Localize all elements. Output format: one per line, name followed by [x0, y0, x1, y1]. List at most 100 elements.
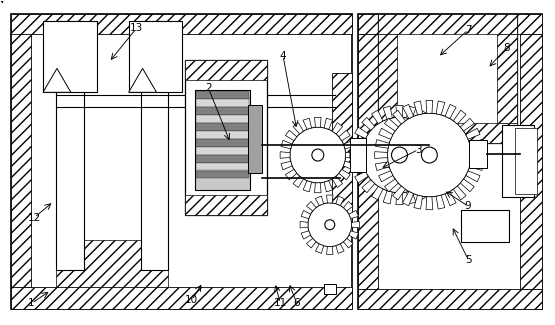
Polygon shape	[453, 186, 466, 200]
Polygon shape	[371, 110, 383, 124]
Bar	[196, 155, 249, 162]
Polygon shape	[431, 127, 444, 138]
Circle shape	[421, 147, 437, 163]
Polygon shape	[346, 152, 356, 158]
Bar	[56, 240, 169, 288]
Text: 5: 5	[465, 254, 471, 265]
Polygon shape	[349, 210, 359, 219]
Polygon shape	[350, 151, 362, 159]
Polygon shape	[414, 101, 422, 115]
Polygon shape	[396, 193, 403, 205]
Polygon shape	[371, 186, 383, 200]
Polygon shape	[300, 222, 308, 228]
Polygon shape	[351, 139, 364, 148]
Bar	[461, 210, 509, 242]
Polygon shape	[424, 180, 437, 193]
Polygon shape	[344, 202, 353, 211]
Polygon shape	[466, 171, 480, 182]
Circle shape	[387, 113, 471, 197]
Bar	[469, 140, 487, 168]
Polygon shape	[362, 117, 375, 130]
Polygon shape	[416, 186, 427, 200]
Polygon shape	[424, 117, 437, 130]
Bar	[248, 105, 262, 173]
Polygon shape	[355, 172, 368, 183]
Bar	[357, 14, 542, 309]
Polygon shape	[402, 191, 413, 206]
Polygon shape	[326, 246, 333, 254]
Text: 7: 7	[465, 25, 471, 35]
Polygon shape	[431, 172, 444, 183]
Bar	[56, 20, 84, 269]
Bar	[515, 128, 537, 194]
Bar	[185, 195, 267, 215]
Text: 8: 8	[503, 43, 510, 53]
Text: 11: 11	[274, 298, 287, 308]
Polygon shape	[351, 162, 364, 171]
Bar	[520, 33, 542, 290]
Polygon shape	[426, 197, 433, 210]
Polygon shape	[301, 231, 311, 239]
Polygon shape	[339, 169, 350, 180]
Text: 13: 13	[130, 23, 143, 33]
Bar	[196, 131, 249, 138]
Polygon shape	[332, 123, 342, 134]
Polygon shape	[281, 161, 292, 170]
Polygon shape	[43, 68, 71, 92]
Text: 12: 12	[28, 213, 41, 223]
Bar	[357, 14, 542, 33]
Text: 4: 4	[280, 51, 286, 61]
Bar	[11, 14, 31, 288]
Polygon shape	[383, 106, 392, 119]
Polygon shape	[293, 176, 304, 188]
Polygon shape	[344, 239, 353, 248]
Polygon shape	[306, 239, 316, 248]
Polygon shape	[303, 118, 311, 129]
Polygon shape	[414, 195, 422, 209]
Polygon shape	[436, 101, 445, 115]
Bar	[350, 138, 366, 172]
Text: 10: 10	[185, 295, 198, 305]
Bar	[332, 73, 352, 233]
Bar	[140, 20, 169, 269]
Polygon shape	[461, 179, 474, 192]
Circle shape	[391, 147, 407, 163]
Polygon shape	[293, 123, 304, 134]
Circle shape	[362, 117, 437, 193]
Text: 3: 3	[415, 145, 422, 155]
Polygon shape	[407, 106, 416, 119]
Polygon shape	[301, 210, 311, 219]
Polygon shape	[332, 176, 342, 188]
Bar	[196, 115, 249, 123]
Polygon shape	[362, 180, 375, 193]
Circle shape	[325, 220, 335, 230]
Circle shape	[290, 127, 346, 183]
Polygon shape	[306, 202, 316, 211]
Polygon shape	[392, 110, 405, 124]
Bar	[185, 60, 267, 80]
Text: 2: 2	[205, 83, 212, 93]
Circle shape	[312, 149, 324, 161]
Bar	[196, 91, 249, 99]
Polygon shape	[407, 191, 416, 204]
Bar	[185, 60, 267, 215]
Polygon shape	[303, 181, 311, 192]
Polygon shape	[385, 179, 398, 192]
Polygon shape	[344, 161, 355, 170]
Bar	[43, 20, 97, 92]
Polygon shape	[280, 152, 290, 158]
Polygon shape	[336, 244, 344, 254]
Polygon shape	[445, 104, 456, 119]
Polygon shape	[324, 181, 332, 192]
Polygon shape	[392, 186, 405, 200]
Bar	[377, 123, 517, 143]
Polygon shape	[383, 191, 392, 204]
Bar	[377, 33, 397, 123]
Polygon shape	[470, 139, 483, 148]
Text: 6: 6	[294, 298, 300, 308]
Polygon shape	[437, 151, 449, 159]
Bar	[129, 20, 183, 92]
Polygon shape	[385, 118, 398, 131]
Polygon shape	[470, 162, 483, 171]
Polygon shape	[129, 68, 157, 92]
